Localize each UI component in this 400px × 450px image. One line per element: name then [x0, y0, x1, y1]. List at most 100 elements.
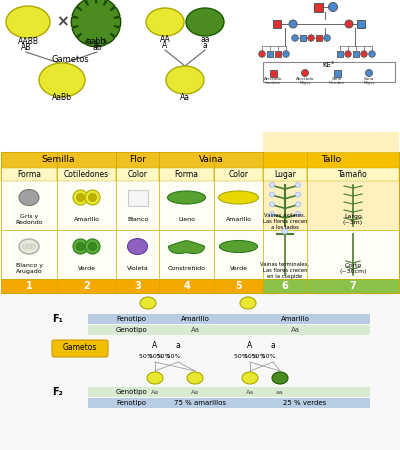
Text: Violeta: Violeta [127, 266, 148, 271]
Text: Aa: Aa [151, 390, 159, 395]
Ellipse shape [22, 244, 28, 249]
Circle shape [259, 51, 265, 57]
Text: Fenotipo: Fenotipo [116, 400, 146, 406]
Text: Tallo: Tallo [321, 156, 341, 165]
Bar [57, 168, 116, 181]
Ellipse shape [88, 243, 96, 251]
Bar [300, 35, 306, 41]
Text: Color: Color [228, 170, 248, 179]
Ellipse shape [19, 239, 39, 254]
Circle shape [270, 192, 274, 197]
Bar [1, 181, 399, 230]
Polygon shape [168, 241, 204, 253]
Text: Verde: Verde [78, 266, 96, 271]
Text: Aa: Aa [190, 327, 200, 333]
Bar [159, 168, 214, 181]
Text: A: A [162, 40, 168, 50]
Ellipse shape [73, 190, 88, 205]
Ellipse shape [85, 190, 100, 205]
Text: Vainas axilares.
Las flores crecen
a los lados: Vainas axilares. Las flores crecen a los… [263, 213, 307, 230]
Text: Sano
Hombre: Sano Hombre [329, 76, 345, 86]
Circle shape [292, 35, 298, 41]
Text: Gametos: Gametos [63, 343, 97, 352]
Bar [88, 325, 370, 335]
Ellipse shape [128, 238, 148, 255]
FancyBboxPatch shape [52, 340, 108, 357]
Bar [1, 152, 116, 168]
Bar [270, 69, 276, 76]
Bar [57, 279, 116, 293]
Bar [1, 230, 399, 279]
Ellipse shape [19, 189, 39, 206]
Ellipse shape [85, 239, 100, 254]
Text: Blanco y
Arugado: Blanco y Arugado [16, 263, 42, 274]
Ellipse shape [168, 191, 206, 204]
Text: Tamaño: Tamaño [338, 170, 368, 179]
Text: 2: 2 [83, 281, 90, 291]
Ellipse shape [218, 191, 258, 204]
Bar [116, 152, 159, 168]
Bar [88, 398, 370, 408]
Circle shape [308, 35, 314, 41]
Text: Gametos: Gametos [51, 54, 89, 63]
Text: 75 % amarillos: 75 % amarillos [174, 400, 226, 406]
Text: 5: 5 [235, 281, 242, 291]
Ellipse shape [140, 297, 156, 309]
Text: Verde: Verde [230, 266, 248, 271]
Text: 50%  50%: 50% 50% [149, 355, 180, 360]
Ellipse shape [146, 8, 184, 36]
Circle shape [361, 51, 367, 57]
Circle shape [369, 51, 375, 57]
Text: Largo
(~3m): Largo (~3m) [343, 214, 363, 225]
Circle shape [324, 35, 330, 41]
Circle shape [366, 69, 372, 76]
Text: Amarillo: Amarillo [180, 316, 210, 322]
Bar [316, 35, 322, 41]
Text: aa: aa [276, 390, 284, 395]
Text: Amarillo: Amarillo [280, 316, 310, 322]
Circle shape [296, 192, 300, 197]
Bar [314, 3, 322, 12]
Text: Blanco: Blanco [127, 217, 148, 222]
Text: AaBb: AaBb [52, 94, 72, 103]
Ellipse shape [39, 63, 85, 97]
Text: Fenotipo: Fenotipo [116, 316, 146, 322]
Ellipse shape [30, 244, 36, 249]
Text: F₂: F₂ [52, 387, 64, 397]
Text: Aa: Aa [246, 390, 254, 395]
Circle shape [345, 20, 353, 28]
Ellipse shape [272, 372, 288, 384]
Polygon shape [71, 0, 121, 47]
Text: Afectado
hombre: Afectado hombre [264, 76, 282, 86]
Text: ab: ab [92, 42, 102, 51]
Text: KE°: KE° [323, 62, 335, 68]
Ellipse shape [6, 6, 50, 38]
Text: Constreñido: Constreñido [168, 266, 206, 271]
Text: Lugar: Lugar [274, 170, 296, 179]
Text: Afectada
Mujer: Afectada Mujer [296, 76, 314, 86]
Text: Corto
(~30cm): Corto (~30cm) [339, 263, 367, 274]
Text: a: a [203, 40, 207, 50]
Bar [1, 152, 399, 293]
Ellipse shape [187, 372, 203, 384]
Text: 50%  50%: 50% 50% [244, 355, 275, 360]
Text: Genotipo: Genotipo [116, 327, 148, 333]
Text: AABB: AABB [18, 36, 38, 45]
Circle shape [282, 228, 288, 234]
Circle shape [345, 51, 351, 57]
Bar [159, 152, 263, 168]
Text: 1: 1 [26, 281, 32, 291]
Ellipse shape [76, 243, 84, 251]
Text: Vainas terminales.
Las flores crecen
en la cúspide: Vainas terminales. Las flores crecen en … [260, 262, 310, 279]
Bar [263, 62, 395, 82]
Bar [214, 279, 263, 293]
Bar [1, 168, 57, 181]
Text: Forma: Forma [174, 170, 198, 179]
Circle shape [270, 183, 274, 188]
Circle shape [328, 3, 338, 12]
Text: Forma: Forma [17, 170, 41, 179]
Text: Amarillo: Amarillo [74, 217, 100, 222]
Bar [337, 51, 343, 57]
Ellipse shape [220, 240, 258, 252]
Bar [263, 152, 399, 168]
